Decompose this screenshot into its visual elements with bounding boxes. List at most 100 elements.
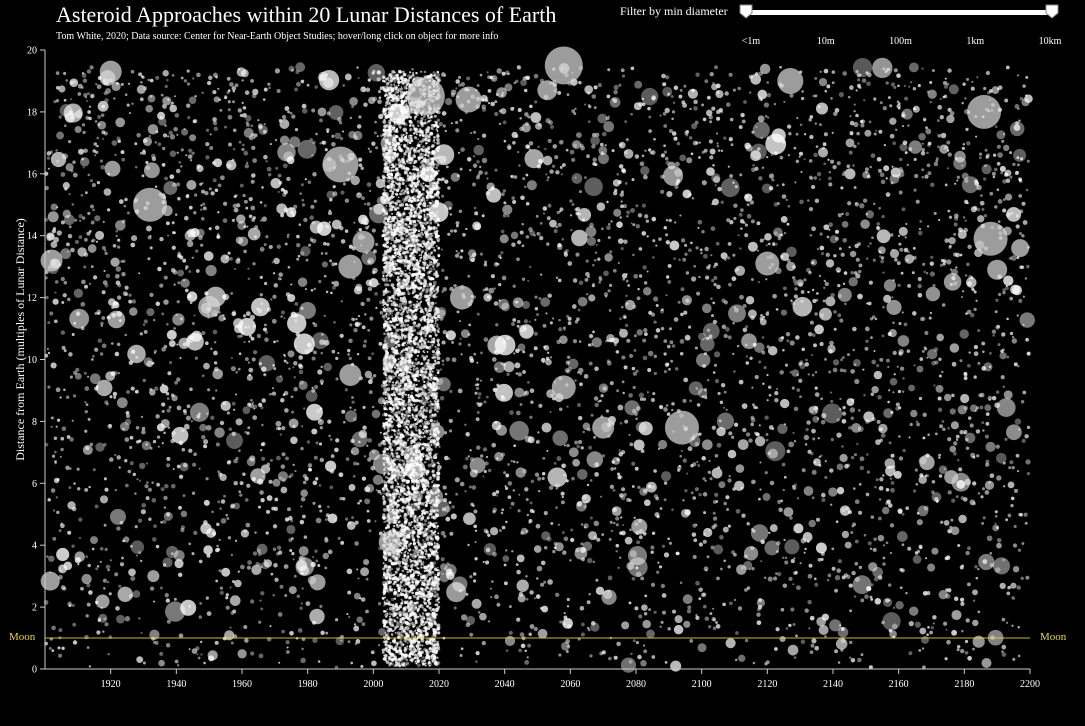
asteroid-point	[371, 352, 375, 356]
asteroid-point	[182, 258, 187, 263]
asteroid-point	[178, 160, 182, 164]
asteroid-point	[69, 437, 74, 442]
asteroid-point	[288, 475, 292, 479]
asteroid-point	[732, 253, 736, 257]
asteroid-point	[972, 647, 975, 651]
asteroid-point	[523, 88, 528, 93]
asteroid-point	[964, 274, 968, 277]
asteroid-point	[684, 334, 691, 341]
asteroid-point	[653, 610, 657, 614]
asteroid-point	[479, 379, 483, 382]
asteroid-point	[343, 420, 346, 424]
asteroid-point	[713, 544, 724, 555]
asteroid-point	[831, 81, 835, 85]
asteroid-point	[47, 211, 59, 223]
asteroid-point	[852, 487, 856, 490]
asteroid-point	[287, 313, 307, 334]
asteroid-point	[324, 73, 329, 77]
asteroid-point	[878, 498, 882, 501]
asteroid-point	[330, 454, 335, 459]
asteroid-point	[287, 266, 291, 269]
asteroid-point	[439, 572, 450, 583]
asteroid-point	[54, 280, 59, 284]
asteroid-point	[889, 377, 898, 386]
asteroid-point	[947, 529, 952, 534]
asteroid-point	[733, 422, 739, 427]
asteroid-point	[617, 261, 620, 265]
asteroid-point	[773, 227, 783, 238]
asteroid-point	[546, 242, 550, 246]
asteroid-point	[165, 598, 170, 603]
asteroid-point	[763, 102, 770, 108]
asteroid-point	[311, 238, 317, 244]
asteroid-point	[587, 427, 591, 432]
asteroid-point	[552, 549, 556, 554]
asteroid-point	[166, 135, 170, 138]
asteroid-point	[91, 358, 94, 361]
asteroid-point	[698, 156, 701, 159]
asteroid-point	[841, 172, 846, 177]
asteroid-point	[996, 537, 1002, 543]
asteroid-point	[602, 386, 607, 391]
asteroid-point	[630, 112, 633, 116]
asteroid-point	[274, 138, 278, 142]
asteroid-point	[652, 256, 655, 259]
asteroid-point	[372, 69, 376, 74]
asteroid-point	[298, 546, 309, 556]
asteroid-point	[393, 206, 398, 211]
asteroid-point	[214, 427, 225, 438]
asteroid-point	[812, 333, 816, 337]
asteroid-point	[483, 528, 488, 533]
asteroid-point	[553, 229, 558, 234]
asteroid-point	[754, 166, 759, 171]
asteroid-point	[1022, 390, 1027, 395]
asteroid-point	[263, 204, 267, 208]
asteroid-point	[455, 79, 460, 84]
asteroid-point	[875, 478, 879, 482]
asteroid-point	[854, 539, 859, 544]
asteroid-point	[362, 405, 366, 409]
asteroid-point	[772, 242, 776, 247]
asteroid-point	[198, 467, 201, 470]
asteroid-point	[257, 552, 262, 557]
asteroid-point	[601, 454, 606, 458]
asteroid-point	[185, 415, 191, 421]
asteroid-point	[665, 240, 671, 245]
asteroid-point	[593, 520, 600, 527]
asteroid-point	[1012, 543, 1018, 548]
asteroid-point	[596, 537, 601, 542]
asteroid-point	[665, 219, 669, 222]
asteroid-point	[908, 436, 911, 439]
asteroid-point	[542, 206, 548, 211]
asteroid-point	[567, 624, 572, 629]
asteroid-point	[652, 531, 656, 535]
asteroid-point	[540, 357, 546, 363]
asteroid-point	[696, 460, 699, 463]
asteroid-point	[817, 437, 820, 440]
asteroid-point	[754, 342, 765, 353]
asteroid-point	[444, 492, 448, 496]
asteroid-point	[805, 267, 811, 273]
asteroid-point	[100, 324, 103, 327]
asteroid-point	[720, 252, 728, 260]
asteroid-point	[961, 146, 965, 151]
asteroid-point	[609, 520, 613, 524]
asteroid-point	[744, 194, 749, 199]
asteroid-point	[579, 190, 582, 194]
asteroid-point	[235, 418, 243, 426]
asteroid-point	[526, 180, 537, 191]
asteroid-point	[459, 337, 462, 340]
asteroid-point	[519, 403, 523, 406]
asteroid-point	[969, 312, 975, 318]
asteroid-point	[692, 523, 697, 528]
asteroid-point	[687, 446, 693, 452]
asteroid-point	[455, 250, 458, 253]
asteroid-point	[713, 176, 721, 184]
asteroid-point	[351, 400, 355, 404]
asteroid-point	[91, 354, 95, 358]
asteroid-point	[814, 122, 817, 125]
asteroid-point	[898, 456, 904, 461]
asteroid-point	[298, 363, 303, 368]
asteroid-point	[490, 378, 494, 382]
asteroid-point	[676, 141, 681, 146]
